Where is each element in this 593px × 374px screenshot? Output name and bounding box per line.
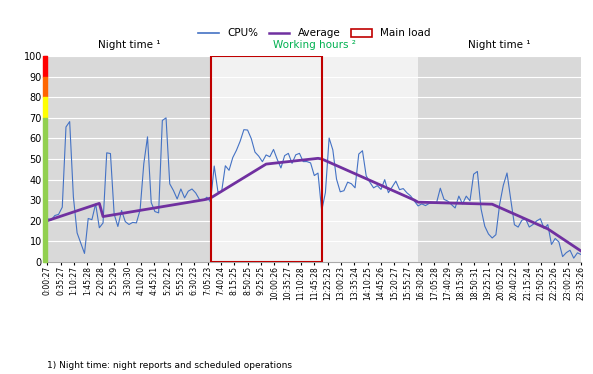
Bar — [47, 56, 211, 262]
Text: Working hours ²: Working hours ² — [273, 40, 356, 50]
Bar — [418, 56, 581, 262]
Legend: CPU%, Average, Main load: CPU%, Average, Main load — [194, 24, 435, 43]
Text: Night time ¹: Night time ¹ — [468, 40, 531, 50]
Text: 1) Night time: night reports and scheduled operations: 1) Night time: night reports and schedul… — [47, 361, 292, 370]
Bar — [211, 56, 418, 262]
Text: Night time ¹: Night time ¹ — [98, 40, 160, 50]
